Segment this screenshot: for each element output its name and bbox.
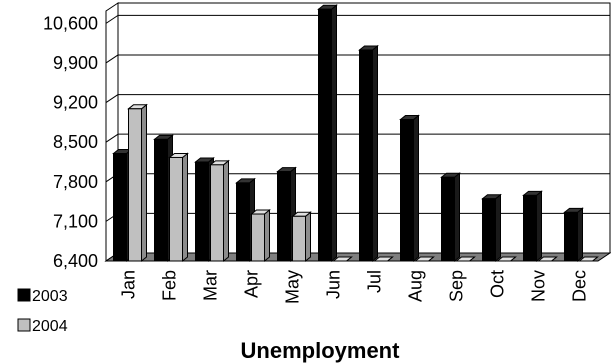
x-tick-label: Mar (201, 270, 221, 301)
x-tick-label: Sep (447, 270, 467, 302)
bar-2004-Jun-top (332, 256, 353, 262)
bar-2003-Oct-side (495, 193, 501, 263)
bar-2004-Nov (537, 256, 558, 262)
bars (112, 4, 599, 263)
bar-2003-Sep-front (441, 176, 455, 262)
bar-2003-Jul-front (359, 49, 373, 262)
bar-2004-Mar-side (223, 159, 229, 263)
bar-2003-Feb-front (154, 138, 168, 262)
bar-2003-Oct-front (482, 198, 496, 262)
y-tick-label: 8,500 (53, 132, 98, 152)
y-axis-ticks: 6,400 7,100 7,800 8,500 9,200 9,900 10,600 (43, 13, 98, 271)
bar-2004-Sep-top (455, 256, 476, 262)
bar-2004-Jan-front (128, 108, 142, 262)
bar-2004-Apr (250, 208, 271, 263)
legend-swatch-2003 (17, 288, 31, 302)
bar-2003-Jun (317, 4, 338, 263)
bar-2003-Apr-front (236, 182, 250, 262)
bar-2003-Jan-front (113, 153, 127, 262)
legend-label-2004: 2004 (32, 318, 68, 335)
gridline-depth (105, 54, 119, 64)
bar-2003-Sep-side (454, 172, 460, 263)
x-tick-label: Apr (242, 270, 262, 298)
legend-label-2003: 2003 (32, 288, 68, 305)
x-tick-label: Aug (406, 270, 426, 302)
x-tick-label: Jan (119, 270, 139, 299)
x-tick-label: Jun (324, 270, 344, 299)
x-tick-label: Jul (365, 270, 385, 293)
bar-2003-May-front (277, 171, 291, 262)
y-tick-label: 7,800 (53, 172, 98, 192)
bar-2004-May-front (292, 215, 306, 262)
bar-2004-Oct (496, 256, 517, 262)
x-tick-label: Nov (529, 270, 549, 302)
bar-2003-Sep (440, 172, 461, 263)
bar-2004-Dec-top (578, 256, 599, 262)
bar-2004-Aug (414, 256, 435, 262)
x-tick-label: May (283, 270, 303, 304)
bar-2003-Nov-front (523, 194, 537, 262)
bar-2004-Feb-side (182, 152, 188, 263)
x-axis-title: Unemployment (241, 338, 401, 363)
bar-2004-Apr-side (264, 208, 270, 263)
bar-2004-Jul (373, 256, 394, 262)
bar-2004-Apr-front (251, 213, 265, 262)
bar-2004-May-side (305, 211, 311, 263)
y-tick-label: 10,600 (43, 13, 98, 33)
gridline-depth (105, 14, 119, 24)
bar-2004-Dec (578, 256, 599, 262)
bar-2003-Mar (194, 156, 215, 263)
bar-2003-Jun-side (331, 4, 337, 263)
bar-2004-Jan (127, 103, 148, 263)
x-tick-label: Feb (160, 270, 180, 301)
bar-2003-Nov-side (536, 190, 542, 263)
y-tick-label: 9,900 (53, 53, 98, 73)
bar-2004-Nov-top (537, 256, 558, 262)
gridline-depth (105, 94, 119, 103)
bar-2003-Jun-front (318, 8, 332, 262)
bar-2004-Mar-front (210, 164, 224, 262)
bar-2003-Dec (563, 207, 584, 263)
y-tick-label: 7,100 (53, 211, 98, 231)
x-tick-label: Oct (488, 270, 508, 298)
bar-2004-May (291, 211, 312, 263)
legend: 2003 2004 (17, 288, 68, 335)
bar-2003-Aug (399, 114, 420, 263)
bar-2004-Jul-top (373, 256, 394, 262)
y-tick-label: 9,200 (53, 93, 98, 113)
bar-2003-Dec-side (577, 207, 583, 263)
y-tick-label: 6,400 (53, 251, 98, 271)
bar-2004-Sep (455, 256, 476, 262)
bar-2003-Jul (358, 44, 379, 263)
legend-swatch-2004 (17, 318, 31, 332)
bar-2003-Mar-front (195, 161, 209, 262)
bar-2004-Feb-front (169, 156, 183, 262)
bar-2003-Nov (522, 190, 543, 263)
bar-2004-Oct-top (496, 256, 517, 262)
bar-2003-Aug-front (400, 119, 414, 262)
x-tick-label: Dec (570, 270, 590, 302)
bar-2003-Jul-side (372, 44, 378, 263)
gridline-depth (105, 133, 119, 143)
bar-2004-Aug-top (414, 256, 435, 262)
bar-2003-Dec-front (564, 211, 578, 262)
bar-2003-Oct (481, 193, 502, 263)
bar-2004-Jan-side (141, 103, 147, 263)
bar-2004-Feb (168, 152, 189, 263)
bar-2003-Aug-side (413, 114, 419, 263)
x-axis-ticks: Jan Feb Mar Apr May Jun Jul Aug Sep Oct Nov Dec (119, 270, 590, 304)
bar-2004-Mar (209, 159, 230, 263)
bar-2004-Jun (332, 256, 353, 262)
